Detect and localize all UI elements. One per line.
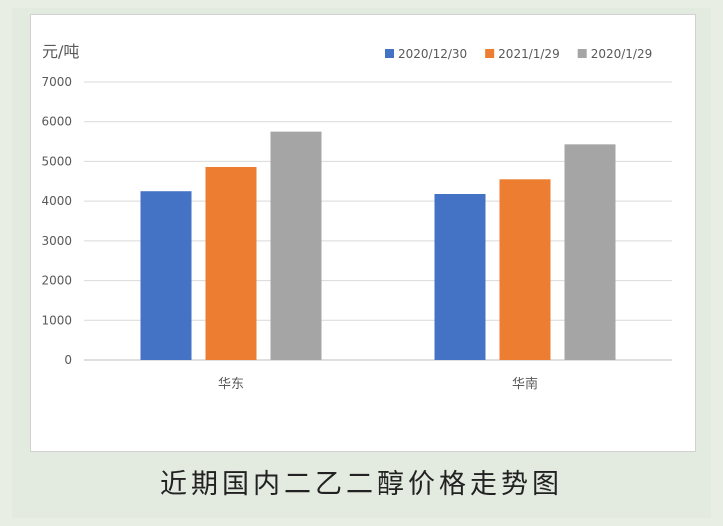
figure-caption: 近期国内二乙二醇价格走势图 [160, 469, 563, 500]
y-tick-label: 1000 [41, 313, 72, 327]
y-axis-unit-label: 元/吨 [42, 42, 79, 61]
y-tick-label: 2000 [41, 274, 72, 288]
legend-swatch [577, 49, 587, 58]
legend-swatch [385, 49, 394, 58]
y-tick-label: 6000 [41, 115, 72, 129]
bar-2020/1/29-华东 [270, 131, 322, 360]
legend-label: 2020/12/30 [398, 47, 467, 61]
x-axis-categories: 华东 华南 [218, 376, 538, 392]
y-tick-label: 3000 [41, 234, 72, 248]
legend-label: 2020/1/29 [591, 47, 653, 61]
bar-2020/12/30-华南 [434, 193, 486, 360]
legend-label: 2021/1/29 [498, 47, 560, 61]
legend-swatch [485, 49, 495, 58]
y-tick-label: 0 [64, 353, 72, 367]
y-tick-label: 7000 [41, 75, 72, 89]
bar-2020/12/30-华东 [140, 191, 192, 360]
y-tick-label: 4000 [41, 194, 72, 208]
bar-2021/1/29-华东 [205, 166, 257, 360]
y-axis-ticks: 0 1000 2000 3000 4000 5000 6000 7000 [41, 75, 72, 367]
bar-2020/1/29-华南 [564, 144, 616, 360]
bar-2021/1/29-华南 [499, 179, 551, 360]
bars [140, 131, 616, 360]
y-tick-label: 5000 [41, 154, 72, 168]
x-category-label: 华南 [512, 376, 538, 392]
legend: 2020/12/30 2021/1/29 2020/1/29 [385, 47, 652, 61]
x-category-label: 华东 [218, 377, 244, 392]
